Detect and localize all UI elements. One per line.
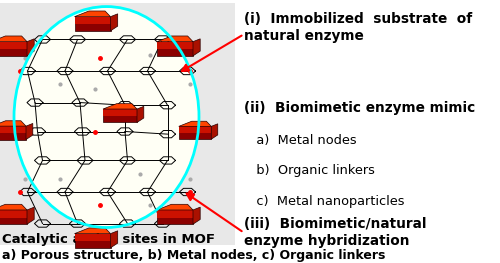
Polygon shape bbox=[103, 104, 137, 109]
Polygon shape bbox=[179, 127, 211, 139]
Text: (ii)  Biomimetic enzyme mimic: (ii) Biomimetic enzyme mimic bbox=[244, 101, 475, 115]
Polygon shape bbox=[103, 109, 137, 123]
Polygon shape bbox=[0, 204, 27, 210]
Polygon shape bbox=[157, 210, 193, 218]
Polygon shape bbox=[157, 204, 193, 210]
Polygon shape bbox=[211, 124, 218, 139]
Polygon shape bbox=[103, 109, 137, 116]
Ellipse shape bbox=[14, 7, 199, 227]
Polygon shape bbox=[74, 11, 110, 17]
Polygon shape bbox=[0, 42, 27, 49]
Polygon shape bbox=[193, 39, 200, 56]
Polygon shape bbox=[74, 234, 110, 241]
Text: a) Porous structure, b) Metal nodes, c) Organic linkers: a) Porous structure, b) Metal nodes, c) … bbox=[2, 249, 386, 261]
Text: c)  Metal nanoparticles: c) Metal nanoparticles bbox=[244, 195, 404, 208]
Text: (iii)  Biomimetic/natural
enzyme hybridization: (iii) Biomimetic/natural enzyme hybridiz… bbox=[244, 217, 426, 248]
Polygon shape bbox=[179, 121, 211, 127]
Text: (i)  Immobilized  substrate  of
natural enzyme: (i) Immobilized substrate of natural enz… bbox=[244, 12, 472, 43]
Text: a)  Metal nodes: a) Metal nodes bbox=[244, 134, 356, 147]
Polygon shape bbox=[0, 42, 27, 56]
Polygon shape bbox=[0, 36, 27, 42]
Text: Catalytic active sites in MOF: Catalytic active sites in MOF bbox=[2, 233, 216, 246]
Polygon shape bbox=[74, 234, 110, 248]
Polygon shape bbox=[157, 36, 193, 42]
Polygon shape bbox=[157, 42, 193, 56]
Polygon shape bbox=[0, 121, 26, 126]
Polygon shape bbox=[0, 126, 26, 140]
Polygon shape bbox=[110, 14, 117, 31]
Polygon shape bbox=[0, 210, 27, 218]
Polygon shape bbox=[74, 17, 110, 31]
Polygon shape bbox=[157, 42, 193, 49]
Polygon shape bbox=[110, 231, 117, 248]
Polygon shape bbox=[26, 123, 33, 140]
Polygon shape bbox=[74, 228, 110, 234]
Polygon shape bbox=[0, 126, 26, 133]
Text: b)  Organic linkers: b) Organic linkers bbox=[244, 164, 375, 177]
Polygon shape bbox=[179, 127, 211, 133]
Polygon shape bbox=[27, 39, 34, 56]
Polygon shape bbox=[27, 207, 34, 224]
Polygon shape bbox=[74, 17, 110, 24]
FancyBboxPatch shape bbox=[0, 3, 235, 245]
Polygon shape bbox=[0, 210, 27, 224]
Polygon shape bbox=[157, 210, 193, 224]
Polygon shape bbox=[193, 207, 200, 224]
Polygon shape bbox=[137, 106, 144, 123]
